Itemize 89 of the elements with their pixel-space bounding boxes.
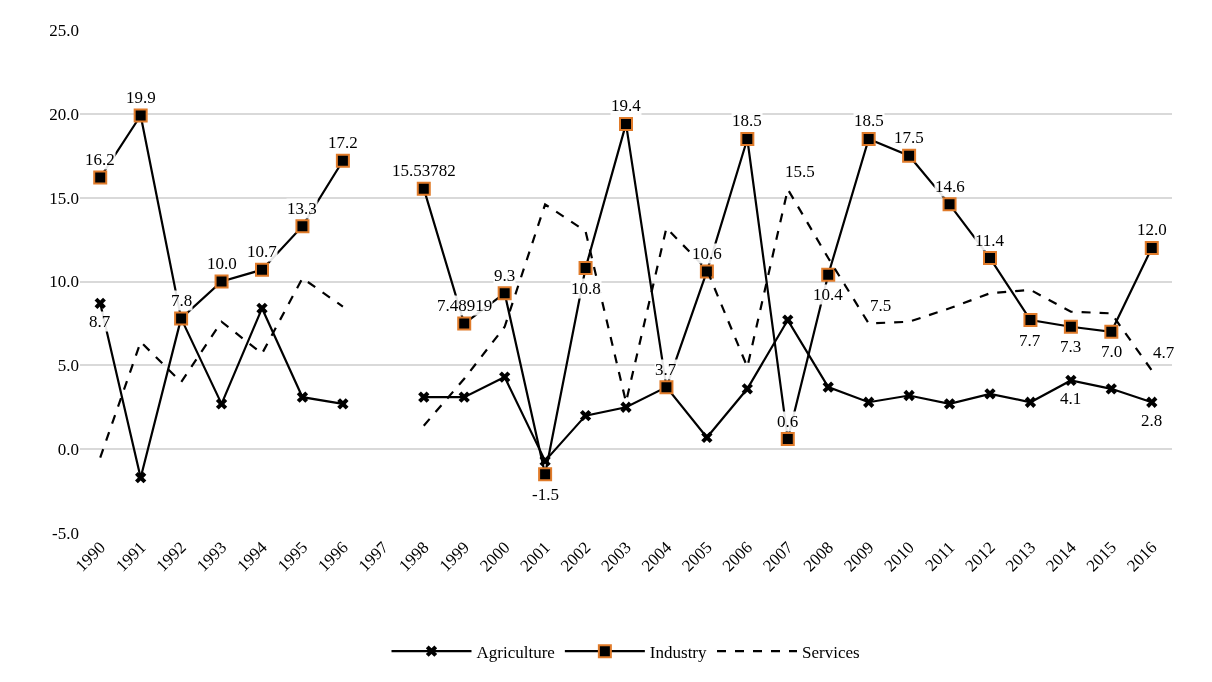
- data-label: 7.7: [1019, 331, 1041, 350]
- y-tick-label: -5.0: [52, 523, 79, 543]
- point: [418, 391, 430, 403]
- y-tick-label: 5.0: [57, 356, 79, 376]
- data-label: 0.6: [777, 412, 799, 431]
- data-label: 9.3: [494, 266, 516, 285]
- point: [497, 286, 512, 301]
- data-label: 3.7: [655, 360, 677, 379]
- legend-label: Industry: [649, 642, 708, 662]
- point: [903, 389, 915, 402]
- data-label: 7.8: [171, 291, 193, 310]
- point: [902, 148, 917, 163]
- point: [1024, 396, 1037, 408]
- data-label: 15.5: [785, 162, 815, 181]
- data-label: 14.6: [935, 177, 965, 196]
- y-tick-label: 25.0: [49, 20, 79, 40]
- point: [619, 116, 633, 131]
- data-label: 19.4: [611, 96, 642, 115]
- data-label: 11.4: [975, 231, 1005, 250]
- y-tick-label: 10.0: [49, 272, 79, 292]
- point: [335, 153, 350, 168]
- point: [701, 431, 713, 444]
- data-label: 10.8: [571, 279, 601, 298]
- data-label: 10.7: [247, 242, 278, 261]
- point: [94, 297, 106, 309]
- point: [457, 316, 472, 331]
- point: [1065, 374, 1077, 387]
- point: [861, 131, 876, 146]
- data-label: 10.4: [813, 285, 844, 304]
- data-label: 15.53782: [392, 161, 456, 180]
- data-label: 12.0: [1137, 220, 1167, 239]
- data-label: -1.5: [532, 485, 559, 504]
- point: [942, 197, 957, 212]
- y-tick-label: 15.0: [49, 188, 79, 208]
- y-tick-label: 20.0: [49, 104, 79, 124]
- data-label: 7.48919: [437, 296, 493, 315]
- point: [215, 398, 228, 410]
- data-label: 4.1: [1060, 389, 1082, 408]
- point: [1104, 324, 1119, 339]
- point: [620, 401, 632, 413]
- data-label: 7.5: [870, 296, 892, 315]
- data-label: 19.9: [126, 88, 156, 107]
- point: [135, 472, 147, 484]
- data-label: 18.5: [732, 111, 762, 130]
- point: [255, 262, 269, 277]
- point: [1105, 383, 1117, 395]
- point: [295, 219, 310, 234]
- data-label: 7.0: [1101, 342, 1123, 361]
- data-label: 10.0: [207, 254, 237, 273]
- y-tick-label: 0.0: [57, 440, 79, 460]
- data-label: 16.2: [85, 150, 115, 169]
- point: [214, 274, 229, 289]
- point: [256, 302, 268, 314]
- point: [337, 398, 349, 410]
- point: [296, 391, 309, 403]
- point: [1144, 240, 1159, 255]
- point: [699, 264, 714, 279]
- legend-label: Services: [802, 642, 860, 662]
- data-label: 4.7: [1153, 343, 1175, 362]
- point: [499, 371, 511, 383]
- data-label: 13.3: [287, 199, 317, 218]
- point: [93, 170, 108, 185]
- point: [578, 261, 593, 276]
- point: [579, 409, 592, 422]
- point: [416, 181, 431, 196]
- legend-label: Agriculture: [476, 642, 555, 662]
- point: [1063, 319, 1078, 334]
- point: [780, 432, 795, 447]
- point: [1023, 313, 1038, 328]
- data-label: 8.7: [89, 312, 111, 331]
- data-label: 2.8: [1141, 411, 1163, 430]
- point: [943, 398, 956, 410]
- point: [822, 381, 834, 393]
- point: [984, 388, 996, 400]
- point: [821, 267, 836, 282]
- point: [740, 131, 755, 146]
- point: [538, 467, 553, 482]
- point: [741, 383, 753, 395]
- point: [782, 314, 794, 326]
- data-label: 10.6: [692, 244, 722, 263]
- data-label: 17.2: [328, 133, 358, 152]
- point: [983, 251, 997, 266]
- data-label: 7.3: [1060, 337, 1082, 356]
- data-label: 17.5: [894, 128, 924, 147]
- point: [458, 391, 470, 403]
- data-label: 18.5: [854, 111, 884, 130]
- point: [133, 108, 148, 123]
- point: [863, 396, 875, 408]
- point: [1146, 396, 1158, 408]
